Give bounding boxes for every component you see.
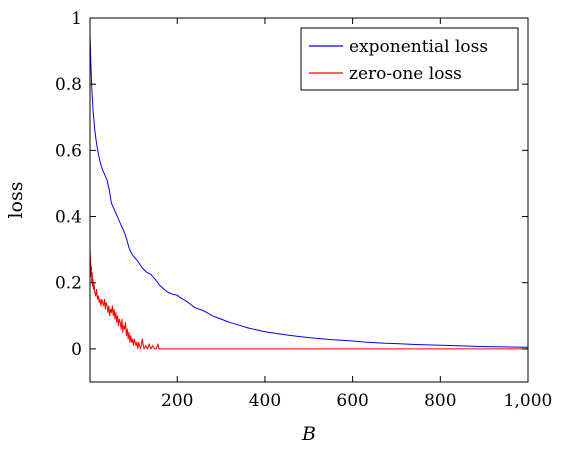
legend-entries: exponential loss zero-one loss [309, 37, 488, 84]
y-tick-label: 1 [71, 9, 82, 29]
y-tick-label: 0.6 [55, 141, 82, 161]
y-tick-label: 0.4 [55, 208, 82, 228]
legend-label: zero-one loss [349, 64, 462, 84]
x-tick-label: 200 [161, 391, 193, 411]
series-line-zero-one-loss [89, 246, 528, 350]
series-layer [89, 34, 529, 350]
x-axis: 200 400 600 800 1,000 [161, 18, 552, 411]
series-line-exponential-loss [89, 34, 529, 348]
x-tick-label: 400 [249, 391, 281, 411]
legend-label: exponential loss [349, 37, 488, 57]
y-tick-label: 0 [71, 340, 82, 360]
legend: exponential loss zero-one loss [300, 27, 519, 91]
plot-area [89, 17, 529, 383]
x-tick-label: 800 [424, 391, 456, 411]
y-axis-label: loss [5, 181, 27, 218]
y-axis: 0 0.2 0.4 0.6 0.8 1 [55, 9, 528, 360]
x-tick-label: 600 [336, 391, 368, 411]
y-tick-label: 0.8 [55, 75, 82, 95]
legend-box [300, 27, 519, 91]
y-tick-label: 0.2 [55, 274, 82, 294]
x-axis-label: B [301, 423, 316, 445]
x-tick-label: 1,000 [504, 391, 553, 411]
plot-frame [89, 17, 529, 383]
